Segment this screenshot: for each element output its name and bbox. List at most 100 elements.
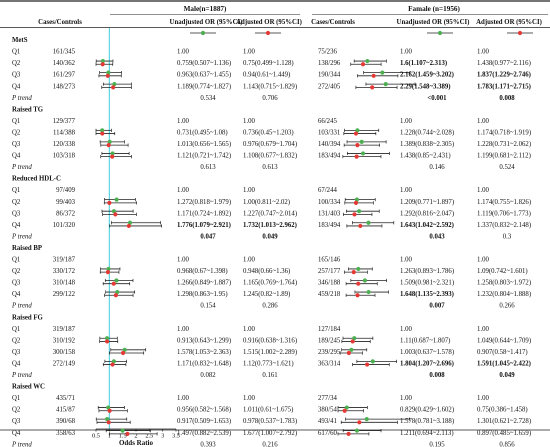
female-adj-g3-q1: 1.00 [477,257,489,264]
male-unadj-mark-point-g3-q2 [106,266,111,272]
male-unadj-g4-q2: 0.913(0.643~1.299) [177,337,231,344]
male-adj-g3-q1: 1.00 [243,257,255,264]
female-cases-g0-q1: 75/236 [318,49,337,56]
female-cases-g3-q1: 165/146 [318,257,341,264]
male-cases-g0-q4: 148/273 [53,83,76,90]
male-unadj-mark-point-g3-q3 [114,278,119,283]
female-adj-mark-point-g2-q4 [358,223,363,229]
female-cases-g0-q4: 272/405 [318,83,341,90]
legend-male-unadjusted-dot [200,30,206,36]
female-adj-g3-q4: 1.232(0.804~1.888) [477,291,531,298]
male-adj-g2-q1: 1.00 [243,187,255,194]
male-adj-g3-q3: 1.165(0.769~1.764) [243,280,297,287]
male-p-adj-2: 0.049 [262,233,278,240]
female-cases-g2-q1: 67/244 [318,187,337,194]
x-tick-label-5: 3 [161,433,164,440]
male-adj-g4-q4: 1.12(0.773~1.621) [243,360,294,367]
female-cases-g0-q3: 190/344 [318,72,341,79]
female-adj-g4-q2: 1.049(0.644~1.709) [477,337,531,344]
female-cases-g4-q1: 127/184 [318,326,341,333]
female-unadj-g2-q2: 1.209(0.771~1.897) [400,199,454,206]
male-adj-mark-point-g0-q3 [105,73,110,78]
male-adj-mark-point-g5-q2 [107,408,112,413]
female-adj-mark-point-g5-q3 [357,420,362,425]
female-p-unadj-3: 0.007 [429,303,445,310]
male-adj-mark-point-g1-q4 [110,154,115,159]
female-unadj-g1-q3: 1.389(0.838~2.305) [400,141,454,148]
male-adj-mark-point-g5-q4 [125,431,130,436]
female-p-adj-2: 0.3 [503,233,512,240]
male-adj-g2-q3: 1.227(0.747~2.014) [243,210,297,217]
male-unadj-mark-point-g4-q2 [104,336,110,341]
female-adj-g4-q4: 1.591(1.045~2.422) [477,360,531,367]
male-unadj-g2-q3: 1.171(0.724~1.892) [177,210,231,217]
female-unadj-mark-point-g3-q3 [362,278,368,283]
group-title-5: Raised WC [12,384,45,391]
x-tick-label-2: 1.5 [119,433,127,440]
male-adj-g0-q2: 0.75(0.499~1.128) [243,60,294,67]
female-p-adj-4: 0.049 [499,372,515,379]
female-adj-g5-q3: 1.301(0.621~2.728) [477,418,531,425]
female-adjusted-header: Adjusted OR (95%CI) [476,19,542,26]
male-cases-g0-q2: 140/362 [53,60,76,67]
male-p-unadj-3: 0.154 [200,303,216,310]
group-title-3: Raised BP [12,245,42,252]
female-adj-mark-point-g0-q3 [371,73,376,78]
male-adj-g4-q1: 1.00 [243,326,255,333]
male-unadj-g5-q1: 1.00 [177,395,189,402]
male-cases-g4-q1: 319/187 [53,326,76,333]
female-unadj-g3-q2: 1.263(0.893~1.786) [400,268,454,275]
female-unadj-g0-q1: 1.00 [400,49,412,56]
female-adj-g1-q3: 1.228(0.731~2.062) [477,141,531,148]
male-cases-g5-q3: 390/68 [56,418,75,425]
male-p-adj-0: 0.706 [262,95,278,102]
male-title: Male(n=1887) [184,5,227,13]
female-unadj-g3-q1: 1.00 [400,257,412,264]
male-cases-g1-q3: 120/338 [53,141,76,148]
group-title-2: Reduced HDL-C [12,176,61,183]
female-cases-g3-q4: 459/218 [318,291,341,298]
row-label-g3-q1: Q1 [12,257,20,264]
female-adj-g0-q1: 1.00 [477,49,489,56]
group-title-4: Raised FG [12,314,43,321]
legend-male-adjusted-dot [265,30,271,36]
male-cases-g1-q2: 114/388 [53,129,76,136]
row-label-g4-q2: Q2 [12,337,21,344]
female-unadj-g4-q4: 1.804(1.207~2.696) [400,360,454,367]
female-unadj-mark-point-g5-q3 [364,417,369,422]
female-adj-mark-point-g1-q2 [353,131,359,136]
male-unadj-mark-point-g1-q4 [110,151,115,156]
p-trend-label-4: P trend [11,372,32,379]
male-unadj-mark-point-g2-q3 [111,209,116,214]
male-adj-g1-q2: 0.736(0.45~1.203) [243,129,294,136]
male-cases-g5-q1: 435/71 [56,395,75,402]
male-unadj-mark-point-g2-q4 [127,220,133,225]
male-adj-g1-q1: 1.00 [243,118,255,125]
male-adj-mark-point-g4-q3 [120,350,126,356]
x-tick-label-1: 1 [108,433,111,440]
male-p-unadj-2: 0.047 [200,233,216,240]
male-adj-mark-point-g5-q3 [106,420,111,425]
male-adj-g4-q2: 0.916(0.638~1.316) [243,337,297,344]
p-trend-label-2: P trend [11,233,32,240]
legend-female-adjusted-dot [517,30,523,36]
male-adj-mark-point-g2-q3 [113,212,118,217]
male-unadj-mark-point-g0-q3 [106,70,111,75]
legend-female-unadjusted-dot [437,30,443,36]
female-unadj-mark-point-g5-q2 [344,405,349,410]
male-cases-g5-q4: 358/63 [56,430,75,437]
male-cases-g2-q3: 86/372 [56,210,75,217]
female-unadj-g5-q3: 1.578(0.781~3.188) [400,418,454,425]
x-tick-label-4: 2.5 [145,433,153,440]
female-cases-g1-q4: 183/494 [318,153,341,160]
male-cases-g2-q4: 101/320 [53,222,76,229]
female-unadj-g1-q1: 1.00 [400,118,412,125]
male-unadj-g2-q4: 1.776(1.079~2.921) [177,222,231,229]
female-adj-mark-point-g0-q4 [370,85,375,90]
female-unadj-g4-q3: 1.003(0.637~1.578) [400,349,454,356]
female-adj-mark-point-g1-q4 [354,154,359,159]
female-p-unadj-4: 0.008 [429,372,445,379]
female-unadj-mark-point-g0-q3 [380,70,385,75]
female-cases-g0-q2: 138/296 [318,60,341,67]
